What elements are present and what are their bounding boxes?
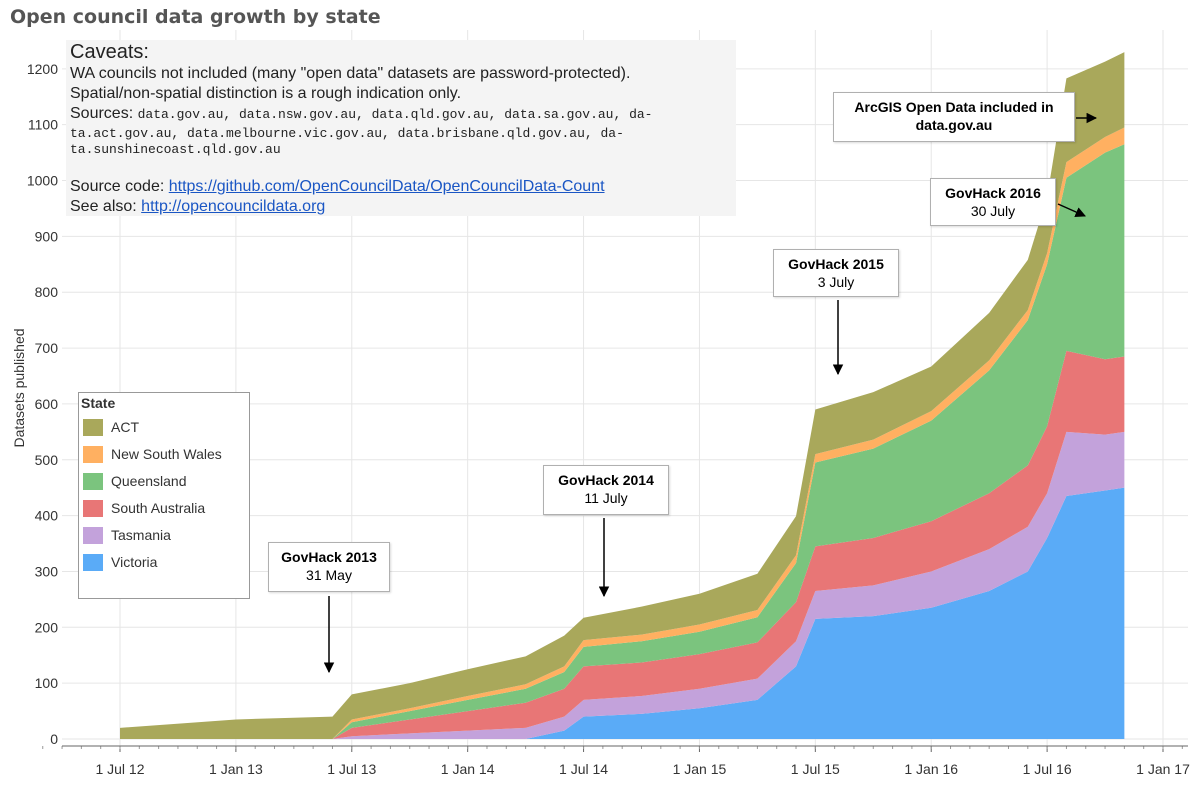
annotation-arrow-3	[1057, 203, 1086, 217]
callout-govhack-2014-title: GovHack 2014	[558, 472, 654, 488]
callout-govhack-2013-date: 31 May	[306, 567, 352, 583]
x-tick-label: 1 Jul 12	[95, 761, 144, 777]
x-tick-label: 1 Jan 15	[673, 761, 727, 777]
callout-govhack-2015-title: GovHack 2015	[788, 256, 884, 272]
legend-swatch-qld	[83, 472, 103, 490]
legend-item-act[interactable]: ACT	[83, 417, 139, 437]
y-tick-label: 1000	[27, 173, 58, 189]
y-tick-label: 1100	[28, 117, 58, 133]
sources-line-1: data.gov.au, data.nsw.gov.au, data.qld.g…	[137, 107, 653, 122]
x-tick-label: 1 Jan 13	[209, 761, 263, 777]
caveat-line-2: Spatial/non-spatial distinction is a rou…	[70, 85, 462, 102]
y-tick-label: 900	[35, 228, 59, 244]
x-tick-label: 1 Jul 14	[559, 761, 608, 777]
x-tick-label: 1 Jul 16	[1023, 761, 1072, 777]
sources-label: Sources:	[70, 105, 134, 122]
x-tick-label: 1 Jan 14	[441, 761, 495, 777]
legend-label-tas: Tasmania	[111, 527, 171, 543]
sources-line-3: ta.sunshinecoast.qld.gov.au	[70, 142, 281, 157]
sources-line-2: ta.act.gov.au, data.melbourne.vic.gov.au…	[70, 126, 624, 141]
y-tick-label: 100	[35, 675, 59, 691]
y-tick-label: 500	[35, 452, 59, 468]
y-tick-label: 0	[50, 731, 58, 747]
callout-govhack-2015: GovHack 2015 3 July	[773, 249, 899, 297]
legend-item-nsw[interactable]: New South Wales	[83, 444, 222, 464]
legend-label-sa: South Australia	[111, 500, 206, 516]
callout-govhack-2014: GovHack 2014 11 July	[543, 465, 669, 515]
y-tick-label: 1200	[27, 61, 58, 77]
area-act	[120, 52, 1125, 740]
callout-govhack-2015-date: 3 July	[817, 274, 855, 290]
legend-swatch-nsw	[83, 445, 103, 463]
callout-govhack-2016-title: GovHack 2016	[945, 185, 1041, 201]
see-also-link[interactable]: http://opencouncildata.org	[141, 198, 326, 215]
legend-label-nsw: New South Wales	[111, 446, 222, 462]
source-code-label: Source code:	[70, 178, 165, 195]
legend-swatch-act	[83, 418, 103, 436]
callout-govhack-2016-date: 30 July	[970, 203, 1016, 219]
area-south-australia	[120, 350, 1125, 739]
callout-govhack-2014-date: 11 July	[584, 490, 628, 506]
caveats-panel: Caveats: WA councils not included (many …	[66, 40, 736, 216]
see-also-label: See also:	[70, 198, 137, 215]
y-axis-label: Datasets published	[11, 328, 27, 447]
callout-arcgis-text: ArcGIS Open Data included in data.gov.au	[854, 99, 1054, 133]
callout-govhack-2016: GovHack 2016 30 July	[930, 178, 1056, 226]
y-tick-label: 600	[35, 396, 59, 412]
source-code-link[interactable]: https://github.com/OpenCouncilData/OpenC…	[168, 178, 605, 195]
legend-label-act: ACT	[111, 419, 139, 435]
legend: State ACT New South Wales Queensland Sou…	[78, 392, 250, 599]
x-tick-label: 1 Jan 17	[1136, 761, 1190, 777]
callout-govhack-2013: GovHack 2013 31 May	[268, 542, 390, 592]
legend-item-tas[interactable]: Tasmania	[83, 525, 171, 545]
legend-swatch-vic	[83, 553, 103, 571]
area-queensland	[120, 144, 1125, 739]
legend-label-qld: Queensland	[111, 473, 187, 489]
y-tick-label: 400	[35, 508, 59, 524]
area-victoria	[120, 487, 1125, 739]
legend-swatch-sa	[83, 499, 103, 517]
callout-arcgis: ArcGIS Open Data included in data.gov.au	[833, 92, 1075, 142]
caveat-line-1: WA councils not included (many "open dat…	[70, 65, 631, 82]
y-tick-label: 200	[35, 619, 59, 635]
legend-item-vic[interactable]: Victoria	[83, 552, 157, 572]
chart-title: Open council data growth by state	[10, 6, 381, 28]
x-tick-label: 1 Jul 15	[791, 761, 840, 777]
legend-swatch-tas	[83, 526, 103, 544]
x-tick-label: 1 Jul 13	[327, 761, 376, 777]
y-tick-label: 700	[35, 340, 59, 356]
x-tick-label: 1 Jan 16	[904, 761, 958, 777]
legend-title: State	[81, 395, 116, 411]
caveats-heading: Caveats:	[70, 41, 149, 63]
y-tick-label: 300	[35, 563, 59, 579]
legend-label-vic: Victoria	[111, 554, 158, 570]
y-tick-label: 800	[35, 284, 59, 300]
area-tasmania	[120, 431, 1125, 739]
legend-item-qld[interactable]: Queensland	[83, 471, 187, 491]
callout-govhack-2013-title: GovHack 2013	[281, 549, 377, 565]
legend-item-sa[interactable]: South Australia	[83, 498, 205, 518]
